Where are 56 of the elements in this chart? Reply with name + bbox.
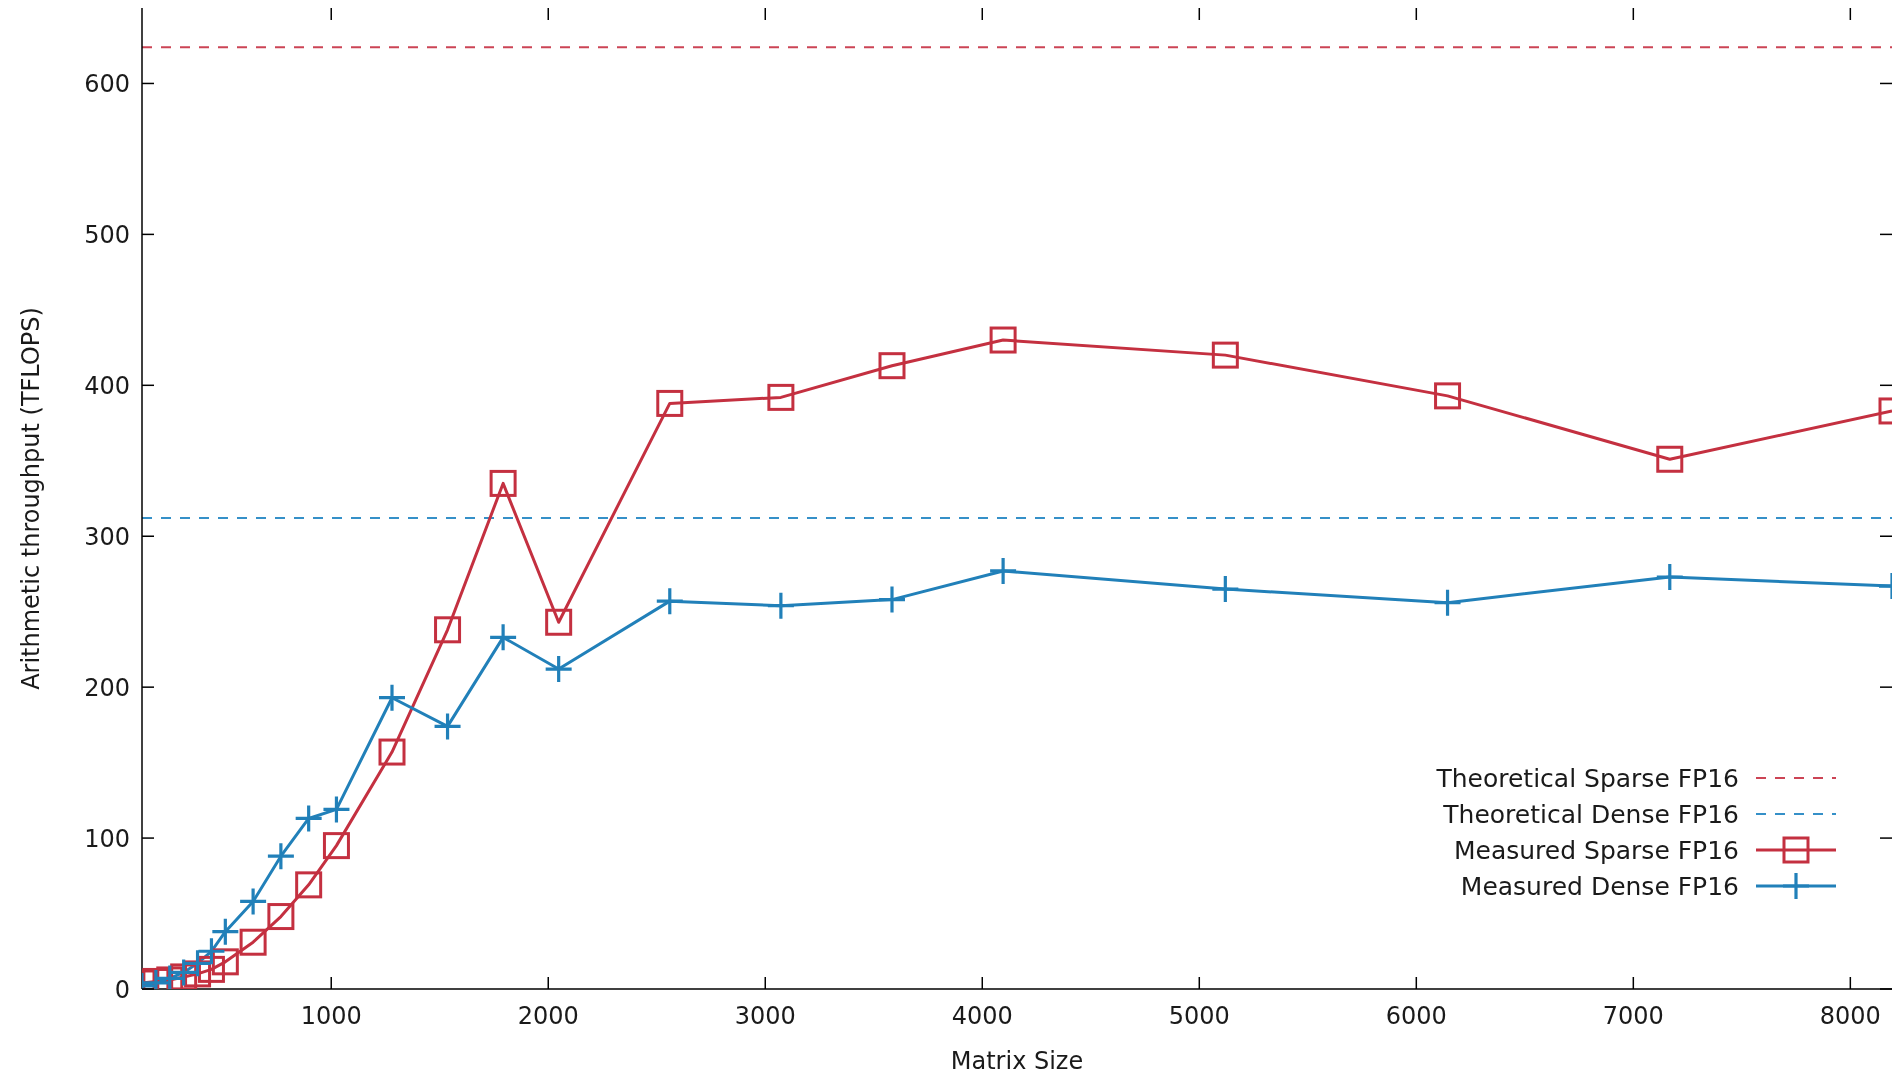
point — [989, 326, 1017, 354]
point — [990, 557, 1017, 584]
point — [323, 796, 350, 823]
y-tick-label: 600 — [84, 69, 130, 98]
point — [878, 352, 906, 380]
legend-label: Theoretical Dense FP16 — [1443, 799, 1739, 829]
y-tick-label: 500 — [84, 220, 130, 249]
point — [1434, 382, 1462, 410]
point — [295, 805, 322, 832]
point — [1656, 563, 1683, 590]
point — [1212, 576, 1239, 603]
x-axis-title: Matrix Size — [950, 1047, 1084, 1074]
point — [490, 624, 517, 651]
point — [434, 713, 461, 740]
point — [1434, 589, 1461, 616]
x-tick-label: 2000 — [517, 1002, 579, 1030]
y-tick-label: 200 — [84, 673, 130, 702]
x-tick-label: 7000 — [1602, 1002, 1664, 1030]
y-tick-label: 0 — [114, 975, 130, 1004]
point — [489, 469, 517, 497]
y-tick-label: 300 — [84, 522, 130, 551]
point — [545, 608, 573, 636]
point — [211, 948, 239, 976]
legend-label: Measured Sparse FP16 — [1453, 835, 1739, 865]
x-tick-label: 1000 — [300, 1002, 362, 1030]
point — [879, 586, 905, 613]
x-tick-label: 5000 — [1168, 1002, 1230, 1030]
point — [322, 832, 350, 860]
point — [656, 389, 684, 417]
point — [240, 888, 267, 915]
legend-label: Theoretical Sparse FP16 — [1436, 763, 1739, 793]
point — [378, 738, 406, 766]
legend-label: Measured Dense FP16 — [1460, 871, 1739, 901]
point — [239, 928, 267, 956]
y-axis-title: Arithmetic throughput (TFLOPS) — [17, 307, 45, 690]
point — [434, 616, 462, 644]
y-tick-label: 100 — [84, 824, 130, 853]
point — [295, 871, 323, 899]
point — [267, 843, 294, 870]
point — [267, 903, 295, 931]
point — [184, 950, 211, 977]
x-tick-label: 3000 — [734, 1002, 796, 1030]
point — [379, 684, 405, 711]
y-tick-label: 400 — [84, 371, 130, 400]
x-tick-label: 8000 — [1819, 1002, 1881, 1030]
point — [767, 383, 795, 411]
x-tick-label: 6000 — [1385, 1002, 1447, 1030]
point — [197, 955, 225, 983]
point — [1656, 445, 1684, 473]
x-tick-label: 4000 — [951, 1002, 1013, 1030]
point — [545, 656, 572, 683]
point — [198, 938, 225, 965]
point — [212, 918, 239, 945]
point — [767, 592, 794, 619]
point — [656, 588, 683, 615]
point — [1211, 341, 1239, 369]
